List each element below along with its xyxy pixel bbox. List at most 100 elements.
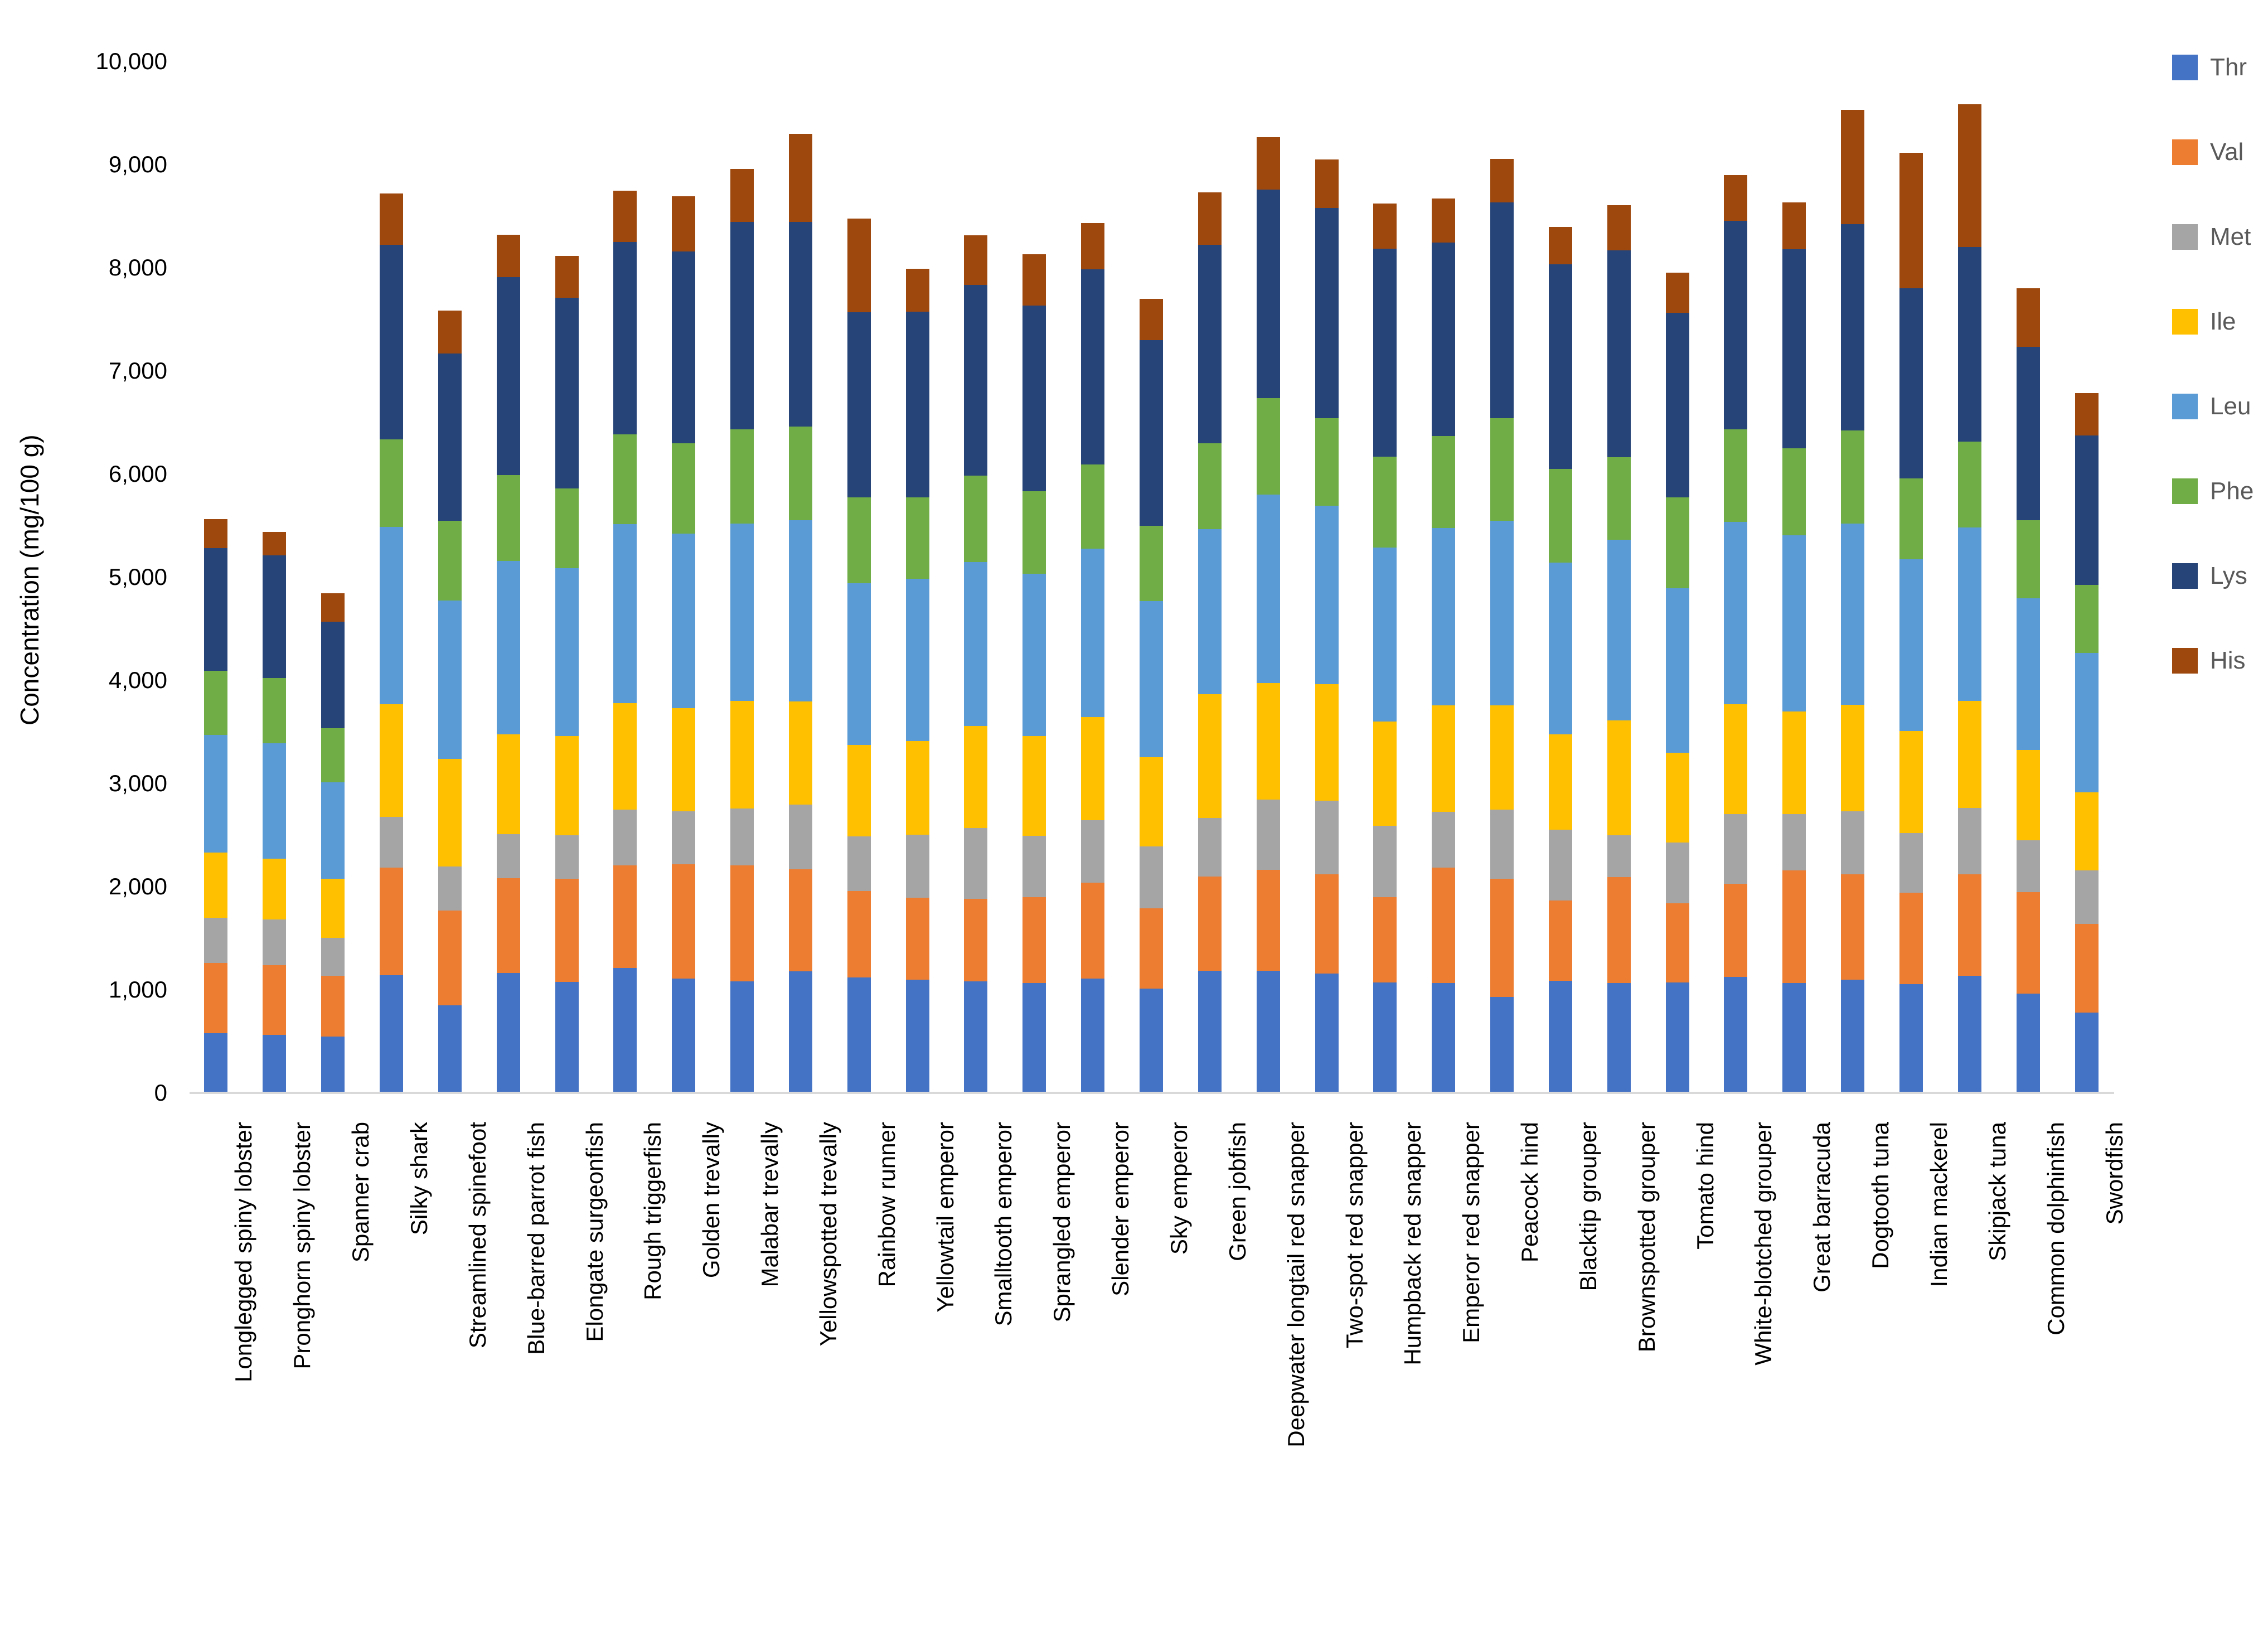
bar-segment-phe (1841, 430, 1865, 524)
bar-segment-his (2016, 288, 2040, 347)
bar-segment-his (438, 310, 462, 354)
bar-segment-thr (1022, 982, 1046, 1093)
bar-segment-val (1841, 874, 1865, 980)
bar-segment-met (1315, 801, 1339, 874)
bar-segment-his (1607, 205, 1631, 251)
legend-swatch-leu (2172, 394, 2198, 419)
bar-segment-leu (905, 578, 929, 742)
bar-segment-leu (204, 735, 228, 853)
bar-segment-ile (1432, 705, 1456, 812)
stacked-bar (204, 61, 228, 1093)
bar-segment-thr (438, 1005, 462, 1093)
y-axis-tick-label: 4,000 (108, 667, 167, 693)
stacked-bar (1022, 61, 1046, 1093)
bar-segment-his (321, 593, 345, 622)
bar-segment-val (730, 865, 754, 982)
y-axis-tick-label: 1,000 (108, 976, 167, 1003)
bar-segment-his (672, 196, 696, 252)
x-axis-label: Tomato hind (1692, 1122, 1718, 1250)
bar-segment-val (1022, 897, 1046, 983)
stacked-bar (672, 61, 696, 1093)
stacked-bar (1665, 61, 1689, 1093)
bar-segment-leu (1198, 529, 1222, 694)
y-axis-tick-label: 8,000 (108, 254, 167, 280)
bar-segment-val (496, 878, 520, 974)
bar-segment-thr (1782, 982, 1806, 1093)
bar-segment-lys (1140, 340, 1163, 526)
x-axis-label: Rough triggerfish (639, 1122, 666, 1300)
stacked-bar (1724, 61, 1748, 1093)
bar-segment-val (788, 869, 812, 971)
x-axis-label: Longlegged spiny lobster (230, 1122, 257, 1383)
bar-segment-his (1665, 273, 1689, 313)
stacked-bar (2016, 61, 2040, 1093)
x-axis-label: Pronghorn spiny lobster (289, 1122, 316, 1369)
bar-segment-met (1782, 814, 1806, 871)
bar-segment-met (1841, 811, 1865, 874)
bar-segment-met (204, 917, 228, 963)
stacked-bar (613, 61, 637, 1093)
bar-segment-thr (1548, 981, 1572, 1093)
bar-segment-his (1315, 159, 1339, 208)
x-axis-label: Common dolphinfish (2042, 1122, 2069, 1335)
bar-segment-lys (2016, 347, 2040, 521)
bar-segment-thr (1432, 982, 1456, 1093)
bar-segment-his (847, 219, 871, 312)
bar-segment-ile (672, 708, 696, 811)
x-axis-label: Rainbow runner (873, 1122, 900, 1287)
bar-segment-thr (1373, 982, 1397, 1093)
bar-segment-thr (321, 1037, 345, 1093)
bar-segment-thr (555, 982, 579, 1093)
bar-segment-met (788, 804, 812, 869)
bar-segment-met (1198, 818, 1222, 877)
bar-segment-val (905, 898, 929, 980)
bar-segment-leu (321, 782, 345, 879)
x-axis-label: Peacock hind (1516, 1122, 1543, 1263)
bar-segment-thr (1140, 989, 1163, 1093)
bar-segment-lys (1957, 247, 1981, 442)
bar-segment-phe (1548, 468, 1572, 563)
bar-segment-phe (613, 434, 637, 524)
bar-segment-phe (730, 429, 754, 524)
x-axis-label: Blue-barred parrot fish (522, 1122, 549, 1355)
bar-segment-leu (1548, 563, 1572, 735)
bar-segment-ile (1373, 722, 1397, 826)
bar-segment-ile (1957, 701, 1981, 809)
bar-segment-val (1957, 874, 1981, 976)
bar-segment-phe (1256, 398, 1280, 495)
bar-segment-ile (204, 852, 228, 918)
legend-item: Lys (2172, 562, 2254, 589)
x-axis-label: Green jobfish (1224, 1122, 1251, 1261)
bar-segment-val (1081, 882, 1105, 979)
y-axis-tick-label: 9,000 (108, 151, 167, 177)
bar-segment-phe (1022, 491, 1046, 574)
bar-segment-ile (1140, 757, 1163, 846)
x-axis-label: Two-spot red snapper (1341, 1122, 1368, 1349)
bar-segment-lys (1198, 245, 1222, 443)
bar-segment-val (263, 965, 287, 1035)
bar-segment-ile (1022, 735, 1046, 836)
bar-segment-leu (438, 600, 462, 759)
bar-segment-ile (2016, 749, 2040, 840)
x-axis-label: Sprangled emperor (1049, 1122, 1075, 1323)
bar-segment-his (204, 519, 228, 549)
bar-segment-leu (496, 561, 520, 735)
bar-segment-his (379, 193, 403, 245)
stacked-bar (438, 61, 462, 1093)
legend-label: Lys (2210, 562, 2247, 589)
legend-item: Leu (2172, 393, 2254, 420)
bar-segment-ile (1782, 711, 1806, 814)
stacked-bar (1841, 61, 1865, 1093)
bar-segment-lys (1256, 190, 1280, 399)
bar-segment-ile (321, 879, 345, 938)
x-axis-label: Humpback red snapper (1399, 1122, 1426, 1366)
x-axis-label: Slender emperor (1107, 1122, 1134, 1296)
bar-segment-his (1432, 199, 1456, 243)
x-axis-label: Elongate surgeonfish (581, 1122, 608, 1342)
bar-segment-ile (1315, 684, 1339, 801)
bar-segment-val (1665, 903, 1689, 983)
bar-segment-his (1373, 204, 1397, 249)
stacked-bar (1607, 61, 1631, 1093)
bar-segment-lys (321, 622, 345, 729)
bar-segment-phe (496, 475, 520, 561)
